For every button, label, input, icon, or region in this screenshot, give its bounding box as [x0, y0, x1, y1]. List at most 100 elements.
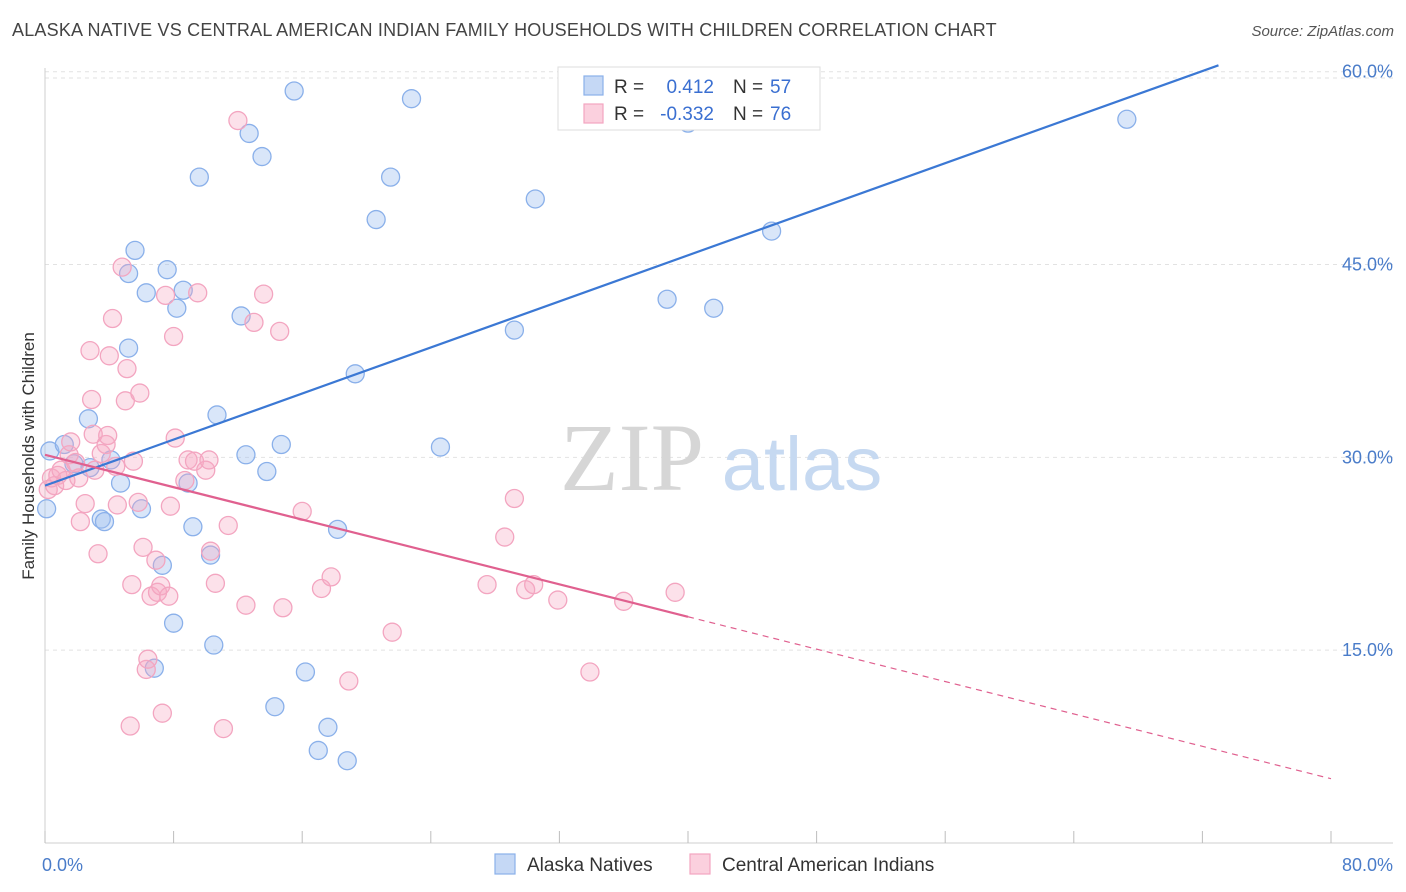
y-tick-label-2: 45.0%	[1342, 255, 1393, 275]
central-point-17	[91, 443, 111, 464]
central-point-36	[146, 550, 166, 570]
watermark: ZIP atlas	[560, 404, 882, 511]
stats-swatch-central	[583, 103, 604, 124]
central-point-12	[80, 341, 100, 361]
central-point-39	[152, 703, 172, 723]
legend-label-alaska: Alaska Natives	[527, 855, 653, 876]
trend-lines	[44, 64, 1332, 780]
alaska-point-29	[239, 123, 259, 144]
central-point-57	[244, 312, 264, 333]
alaska-point-43	[401, 89, 422, 109]
central-point-71	[548, 590, 568, 610]
alaska-point-25	[204, 635, 224, 655]
central-point-55	[228, 110, 248, 131]
central-point-59	[270, 321, 290, 342]
central-point-28	[122, 574, 142, 595]
central-point-67	[495, 527, 515, 547]
alaska-point-45	[504, 320, 525, 340]
central-point-30	[128, 492, 148, 512]
trend-line-1	[44, 453, 689, 618]
alaska-point-9	[110, 473, 131, 493]
x-tick-labels: 0.0% 80.0%	[42, 855, 1393, 875]
x-tick-label-1: 80.0%	[1342, 855, 1393, 875]
central-point-66	[477, 574, 497, 595]
central-point-51	[200, 541, 221, 561]
central-point-38	[151, 576, 171, 596]
alaska-point-12	[125, 240, 145, 261]
watermark-zip: ZIP	[560, 404, 704, 511]
central-point-7	[61, 432, 81, 452]
alaska-point-32	[265, 697, 285, 717]
alaska-point-52	[1117, 109, 1137, 129]
stats-n-value-0: 57	[770, 77, 791, 98]
alaska-point-17	[157, 260, 177, 280]
central-point-56	[236, 595, 256, 615]
central-point-34	[138, 649, 158, 669]
central-point-16	[88, 544, 108, 564]
stats-r-value-0: 0.412	[666, 77, 714, 98]
central-point-45	[175, 470, 195, 491]
alaska-point-4	[78, 409, 99, 429]
alaska-point-42	[380, 167, 401, 187]
trend-line-extension-1	[687, 616, 1332, 780]
central-point-14	[83, 424, 103, 444]
alaska-point-6	[91, 509, 111, 529]
chart-title: ALASKA NATIVE VS CENTRAL AMERICAN INDIAN…	[12, 20, 997, 40]
alaska-point-19	[167, 298, 187, 318]
watermark-atlas: atlas	[722, 422, 883, 507]
alaska-point-41	[366, 209, 386, 230]
alaska-point-44	[430, 437, 451, 457]
central-point-74	[665, 582, 685, 602]
central-point-27	[120, 716, 140, 736]
y-tick-label-1: 30.0%	[1342, 447, 1393, 467]
central-point-53	[213, 718, 234, 739]
central-point-43	[163, 326, 184, 347]
alaska-point-20	[173, 280, 193, 300]
central-point-23	[107, 495, 127, 515]
alaska-point-14	[136, 283, 156, 303]
stats-r-label-0: R =	[614, 77, 644, 98]
legend-label-central: Central American Indians	[722, 855, 934, 876]
x-tick-label-0: 0.0%	[42, 855, 83, 875]
alaska-point-16	[152, 555, 172, 575]
alaska-point-22	[183, 517, 203, 537]
central-point-63	[321, 567, 341, 587]
central-point-10	[70, 511, 91, 532]
alaska-point-50	[704, 298, 724, 318]
alaska-point-11	[118, 338, 139, 358]
alaska-point-37	[318, 717, 338, 737]
legend-swatch-central	[689, 853, 711, 875]
central-point-54	[218, 515, 238, 536]
central-point-68	[504, 488, 525, 509]
central-point-32	[133, 537, 153, 557]
stats-n-label-1: N =	[733, 104, 763, 125]
central-point-42	[160, 496, 181, 516]
central-point-72	[580, 662, 600, 682]
alaska-point-36	[308, 740, 328, 761]
alaska-point-23	[189, 167, 209, 187]
stats-n-value-1: 76	[770, 104, 791, 125]
y-tick-labels: 15.0% 30.0% 45.0% 60.0%	[1342, 62, 1393, 660]
central-point-52	[205, 573, 226, 593]
legend-swatch-alaska	[494, 853, 516, 875]
central-point-40	[155, 285, 176, 306]
y-tick-label-0: 15.0%	[1342, 640, 1393, 660]
alaska-point-0	[36, 499, 57, 519]
central-point-60	[273, 598, 293, 618]
series-alaska-natives	[36, 81, 1137, 771]
alaska-point-39	[337, 751, 357, 771]
central-point-58	[253, 284, 274, 304]
alaska-point-7	[94, 511, 115, 532]
central-point-24	[112, 257, 132, 277]
central-point-26	[117, 359, 137, 379]
central-point-20	[99, 346, 119, 366]
central-point-11	[75, 493, 95, 514]
central-point-65	[382, 622, 402, 642]
central-point-50	[199, 450, 219, 470]
central-point-48	[188, 283, 208, 303]
stats-swatch-alaska	[583, 75, 604, 96]
stats-r-value-1: -0.332	[660, 104, 714, 125]
central-point-46	[178, 450, 198, 470]
alaska-point-34	[284, 81, 304, 101]
